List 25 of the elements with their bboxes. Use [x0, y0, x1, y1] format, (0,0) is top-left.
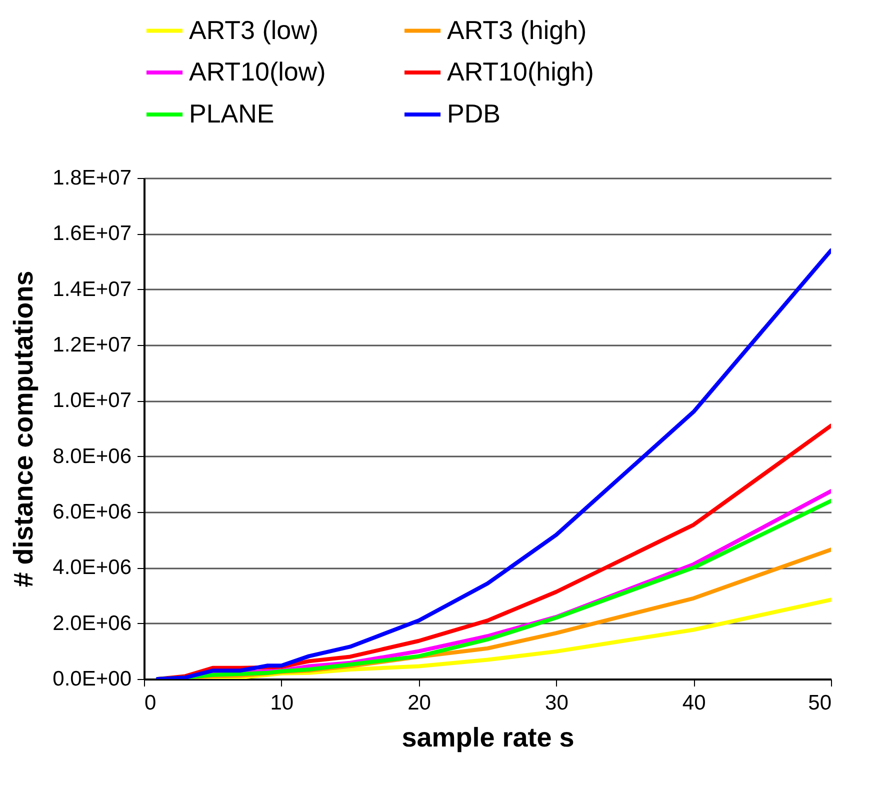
x-tick-label: 40: [682, 692, 706, 714]
legend-label: ART3 (low): [189, 14, 319, 45]
line-series: [156, 248, 831, 679]
y-tick-label: 1.2E+07: [52, 334, 132, 356]
y-tick-label: 1.6E+07: [52, 222, 132, 246]
y-tick-label: 4.0E+06: [52, 556, 132, 580]
x-tick-label: 20: [408, 692, 431, 714]
x-tick-label: 0: [144, 692, 156, 714]
y-tick-label: 1.8E+07: [52, 166, 132, 190]
y-axis-title: # distance computations: [8, 270, 39, 588]
x-axis-title: sample rate s: [402, 722, 574, 752]
y-tick-label: 1.4E+07: [52, 278, 132, 301]
legend-label: ART10(high): [447, 56, 594, 86]
legend-label: PDB: [447, 98, 500, 128]
legend-label: ART3 (high): [447, 14, 587, 45]
legend-label: PLANE: [189, 98, 274, 128]
x-tick-label: 30: [545, 692, 568, 714]
legend-label: ART10(low): [189, 56, 326, 86]
y-tick-label: 6.0E+06: [52, 500, 132, 524]
y-tick-label: 2.0E+06: [52, 612, 132, 635]
y-tick-label: 0.0E+00: [52, 668, 132, 690]
y-tick-label: 1.0E+07: [52, 389, 132, 412]
x-tick-label: 10: [270, 692, 294, 714]
y-tick-label: 8.0E+06: [52, 444, 132, 468]
x-tick-label: 50: [808, 692, 832, 714]
